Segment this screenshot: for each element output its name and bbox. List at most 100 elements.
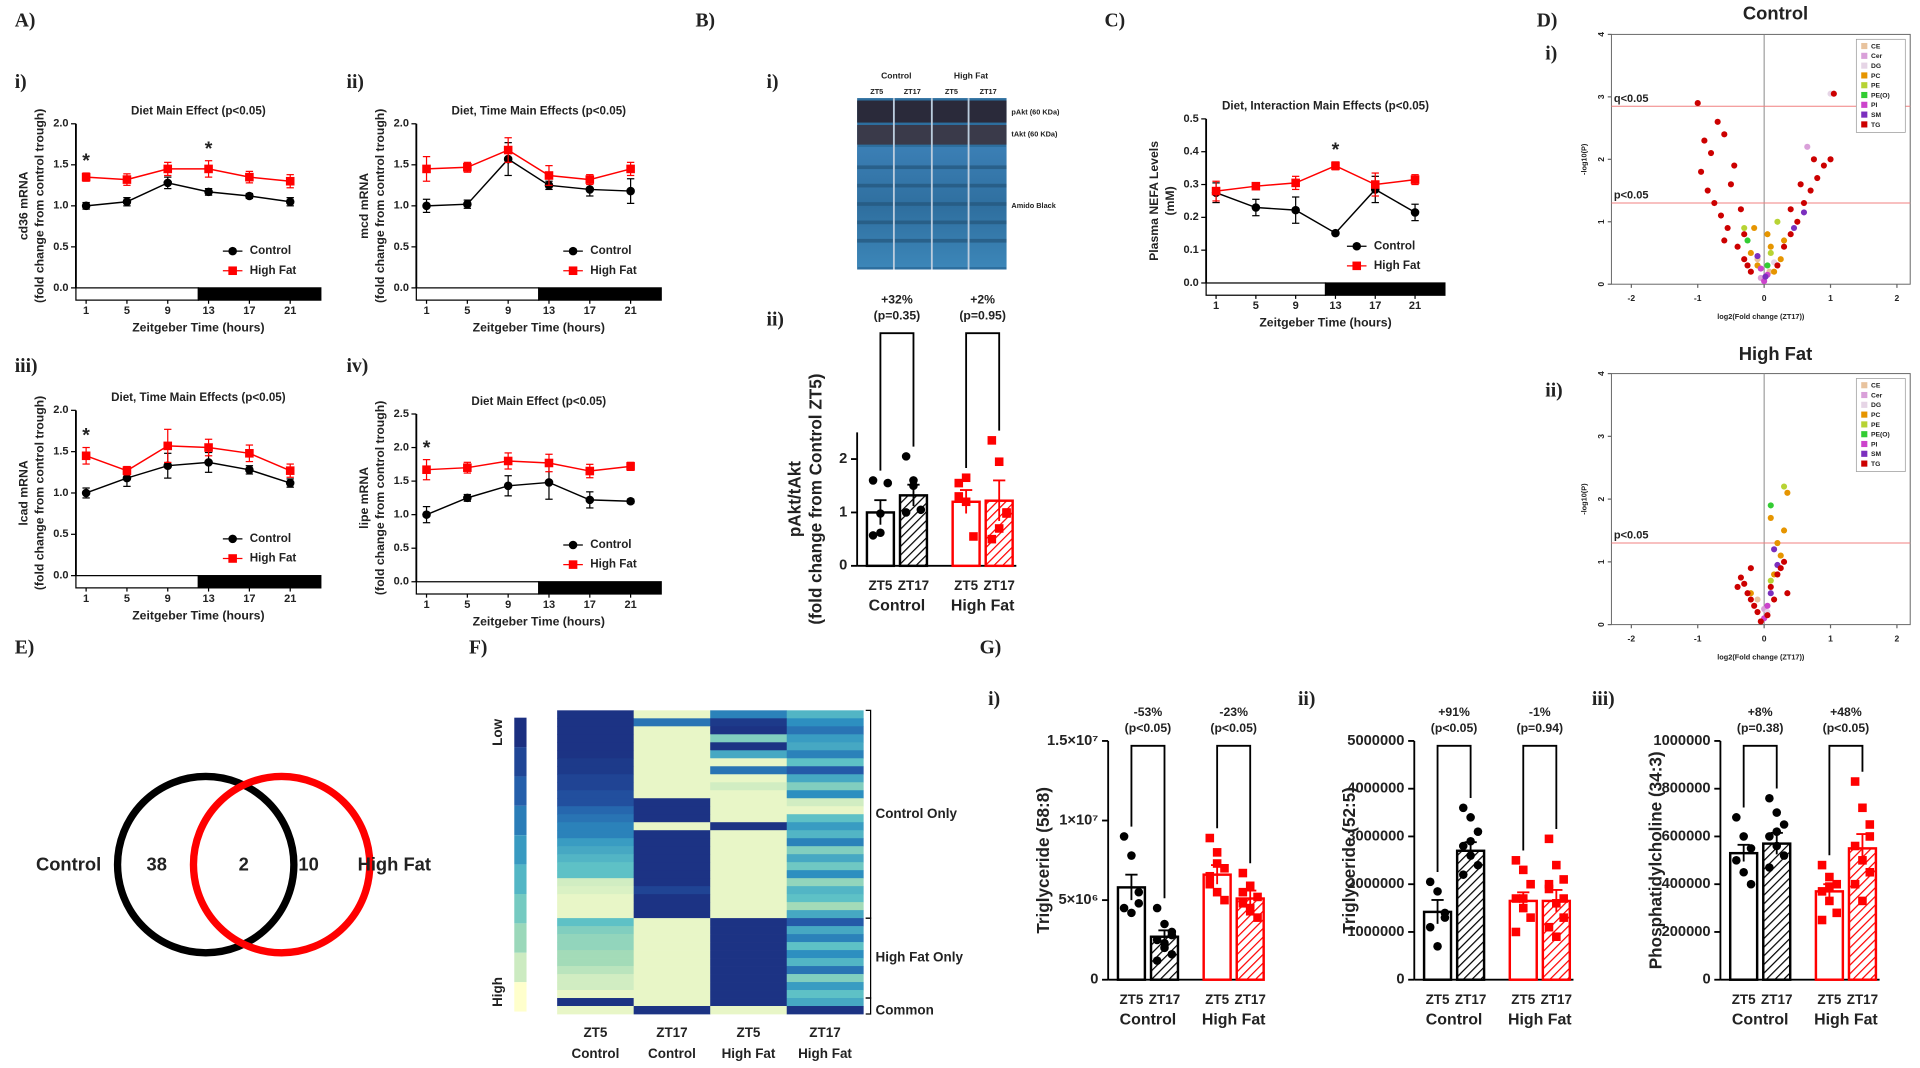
data-point	[1511, 927, 1521, 937]
category-label: ZT17	[1455, 992, 1486, 1007]
heat-cell	[633, 734, 711, 743]
point	[1794, 218, 1801, 225]
point	[1741, 224, 1748, 232]
legend-marker	[228, 266, 237, 276]
legend-label: High Fat	[250, 552, 297, 565]
point	[1780, 483, 1788, 490]
y-tick-label: 2	[1596, 157, 1606, 162]
legend-label: Control	[1374, 239, 1415, 252]
heat-cell	[786, 1006, 864, 1015]
legend-label: PI	[1871, 102, 1877, 109]
heat-cell	[633, 998, 711, 1007]
legend-label: Control	[250, 532, 291, 545]
heat-cell	[786, 870, 864, 879]
heat-cell	[633, 774, 711, 783]
heat-cell	[786, 950, 864, 959]
point	[1731, 162, 1738, 169]
x-tick-label: 17	[1369, 300, 1381, 312]
heat-cell	[786, 862, 864, 871]
x-tick-label: 13	[202, 305, 214, 317]
y-axis-label: (mM)	[1163, 186, 1177, 215]
heat-cell	[557, 838, 635, 847]
data-point	[961, 497, 971, 507]
x-tick-label: 1	[83, 593, 89, 605]
data-point	[1433, 942, 1442, 951]
heat-cell	[633, 862, 711, 871]
dark-phase	[538, 287, 662, 301]
heat-cell	[633, 726, 711, 735]
point	[1721, 237, 1728, 244]
y-axis-label: -log10(P)	[1579, 143, 1588, 175]
point	[1771, 546, 1778, 553]
heat-cell	[786, 934, 864, 943]
panel-label: i)	[15, 72, 27, 93]
point	[122, 175, 132, 184]
heat-cell	[633, 750, 711, 759]
panel-letter: D)	[1537, 11, 1558, 32]
heat-cell	[557, 726, 635, 735]
legend-label: DG	[1871, 402, 1881, 409]
data-point	[1765, 863, 1774, 872]
data-point	[1473, 860, 1483, 870]
heat-cell	[557, 990, 635, 999]
point	[1741, 580, 1748, 587]
point	[463, 463, 472, 472]
column-label: High Fat	[798, 1046, 852, 1061]
data-point	[1765, 832, 1774, 841]
colorbar-cell	[514, 717, 527, 748]
point	[1704, 187, 1711, 194]
heat-cell	[710, 782, 788, 791]
legend-swatch	[1861, 72, 1868, 79]
colorbar-cell	[514, 952, 527, 983]
point	[463, 493, 472, 503]
data-point	[1205, 871, 1215, 881]
y-axis-label: mcd mRNA	[357, 173, 371, 239]
data-point	[1850, 841, 1860, 851]
data-point	[1559, 875, 1568, 884]
heat-cell	[633, 910, 711, 919]
heat-cell	[710, 862, 788, 871]
heat-cell	[786, 742, 864, 751]
y-tick-label: 0.0	[1183, 277, 1198, 289]
panel-label: iii)	[15, 356, 38, 377]
data-point	[916, 505, 926, 515]
colorbar-cell	[514, 923, 527, 953]
data-point	[1119, 903, 1129, 913]
data-point	[1779, 820, 1789, 829]
point	[285, 197, 295, 207]
point	[1777, 552, 1784, 559]
annotation: *	[82, 150, 90, 172]
heat-cell	[557, 902, 635, 911]
y-tick-label: 1.5	[394, 159, 409, 171]
x-tick-label: 9	[1293, 300, 1299, 312]
heat-cell	[633, 990, 711, 999]
point	[81, 172, 91, 182]
group-label: Control	[1426, 1011, 1483, 1028]
x-tick-label: 21	[1409, 300, 1421, 312]
heat-cell	[557, 710, 635, 719]
heat-cell	[557, 918, 635, 927]
x-tick-label: 17	[584, 305, 596, 317]
colorbar-cell	[514, 982, 527, 1012]
point	[1807, 187, 1814, 194]
y-tick-label: 2.0	[53, 404, 68, 416]
heat-cell	[710, 902, 788, 911]
point	[1790, 224, 1798, 232]
column-label: Control	[571, 1046, 619, 1061]
heat-cell	[633, 710, 711, 719]
legend-swatch	[1861, 411, 1868, 418]
category-label: ZT17	[1235, 992, 1266, 1007]
point	[1754, 253, 1761, 260]
heat-cell	[557, 1006, 635, 1015]
heat-cell	[710, 894, 788, 903]
point	[1698, 168, 1705, 175]
point	[204, 458, 213, 467]
data-point	[1466, 813, 1475, 822]
point	[422, 510, 431, 519]
blot-lane: ZT5	[870, 87, 883, 96]
column-label: ZT5	[737, 1025, 761, 1040]
x-tick-label: 13	[543, 599, 555, 611]
legend-label: High Fat	[590, 558, 637, 571]
data-point	[1511, 856, 1521, 865]
series-line	[1215, 188, 1416, 235]
